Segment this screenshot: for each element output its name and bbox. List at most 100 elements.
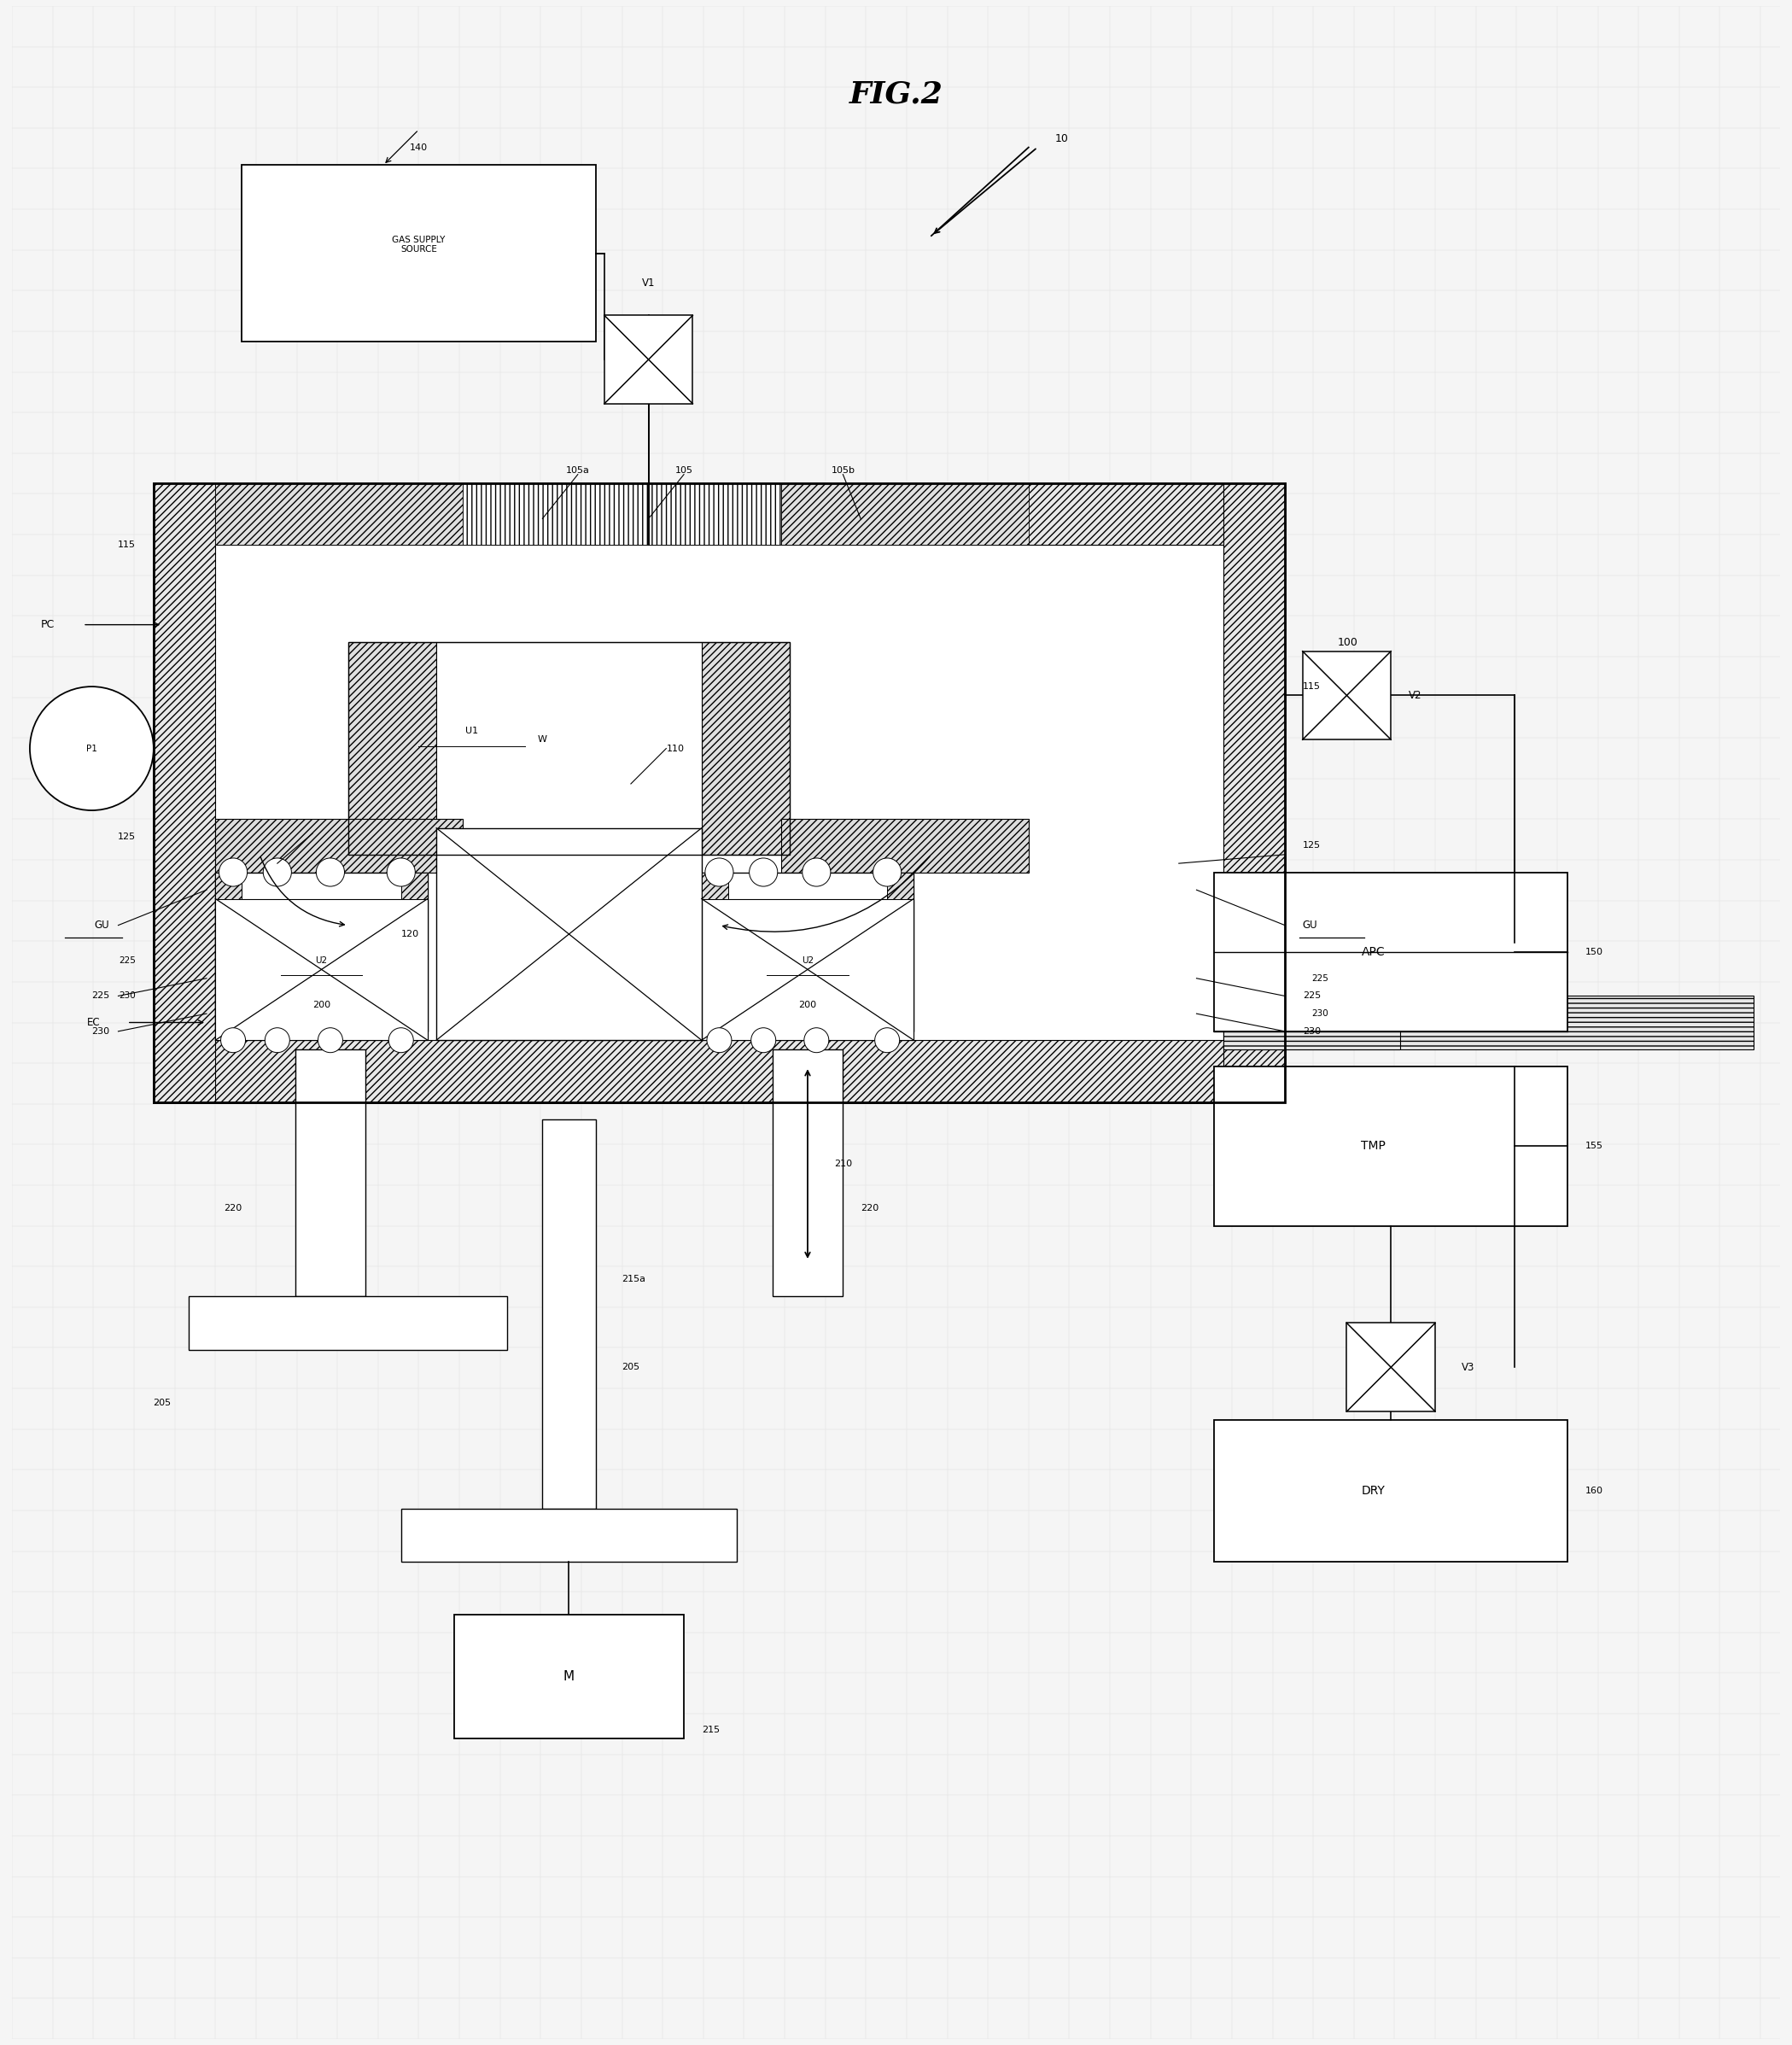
Text: 205: 205 <box>622 1362 640 1372</box>
Bar <box>604 315 694 403</box>
Text: 110: 110 <box>667 744 685 753</box>
Circle shape <box>805 1029 830 1053</box>
Text: V2: V2 <box>1409 689 1421 701</box>
Bar <box>781 820 1029 873</box>
Bar <box>437 642 701 855</box>
Circle shape <box>30 687 154 810</box>
Bar <box>154 1041 1285 1102</box>
Text: 150: 150 <box>1586 947 1604 957</box>
Text: APC: APC <box>1362 945 1385 957</box>
Text: GU: GU <box>95 920 109 930</box>
Bar <box>242 166 595 342</box>
Text: V3: V3 <box>1462 1362 1475 1372</box>
Bar <box>701 898 914 1041</box>
Bar <box>154 483 1285 546</box>
Circle shape <box>389 1029 414 1053</box>
Text: GU: GU <box>1303 920 1317 930</box>
Text: 230: 230 <box>1303 1027 1321 1035</box>
Bar <box>215 483 462 546</box>
Bar <box>437 828 701 1041</box>
Circle shape <box>874 1029 900 1053</box>
Bar <box>701 873 728 898</box>
Bar <box>401 873 428 898</box>
Circle shape <box>315 859 344 885</box>
Text: PC: PC <box>41 620 54 630</box>
Text: FIG.2: FIG.2 <box>849 80 943 108</box>
Bar <box>154 483 215 1102</box>
Bar <box>701 873 914 1031</box>
Text: 230: 230 <box>118 992 136 1000</box>
Text: 230: 230 <box>91 1027 109 1035</box>
Circle shape <box>265 1029 290 1053</box>
Text: 115: 115 <box>1303 683 1321 691</box>
Text: V1: V1 <box>642 278 656 288</box>
Bar <box>1215 1067 1568 1225</box>
Text: 10: 10 <box>1055 133 1068 143</box>
Text: 225: 225 <box>118 957 136 965</box>
Text: U2: U2 <box>801 957 814 965</box>
Bar <box>1348 1323 1435 1411</box>
Text: 225: 225 <box>1312 973 1328 982</box>
Text: 115: 115 <box>118 540 136 550</box>
Circle shape <box>317 1029 342 1053</box>
Bar <box>296 1049 366 1297</box>
Circle shape <box>706 1029 731 1053</box>
Text: EC: EC <box>88 1016 100 1029</box>
Text: 215: 215 <box>701 1726 720 1734</box>
Text: 205: 205 <box>152 1399 172 1407</box>
Text: TMP: TMP <box>1360 1141 1385 1151</box>
Text: DRY: DRY <box>1362 1485 1385 1497</box>
Bar <box>154 483 1285 1102</box>
Circle shape <box>219 859 247 885</box>
Text: 155: 155 <box>1586 1141 1604 1151</box>
Text: 100: 100 <box>1339 636 1358 648</box>
Text: U2: U2 <box>315 957 328 965</box>
Text: 140: 140 <box>410 143 428 151</box>
Text: GAS SUPPLY
SOURCE: GAS SUPPLY SOURCE <box>392 235 446 254</box>
Circle shape <box>751 1029 776 1053</box>
Bar <box>1215 873 1568 1031</box>
Circle shape <box>803 859 831 885</box>
Bar <box>348 642 790 855</box>
Bar <box>781 483 1029 546</box>
Text: 125: 125 <box>1303 840 1321 851</box>
Bar <box>188 1297 507 1350</box>
Bar <box>453 1616 685 1738</box>
Text: 225: 225 <box>91 992 109 1000</box>
Text: P1: P1 <box>86 744 97 753</box>
Bar <box>215 898 428 1041</box>
Bar <box>772 1049 842 1297</box>
Bar <box>701 898 914 1041</box>
Bar <box>215 873 428 1031</box>
Bar <box>215 898 428 1041</box>
Text: 200: 200 <box>799 1000 817 1008</box>
Text: 220: 220 <box>860 1205 878 1213</box>
Bar <box>154 483 1285 1102</box>
Text: 210: 210 <box>833 1160 853 1168</box>
Bar <box>887 873 914 898</box>
Circle shape <box>749 859 778 885</box>
Circle shape <box>387 859 416 885</box>
Bar <box>1222 996 1753 1049</box>
Bar <box>543 1121 595 1509</box>
Bar <box>1222 943 1400 1049</box>
Text: 105b: 105b <box>831 466 855 474</box>
Bar <box>215 820 462 873</box>
Bar <box>215 873 242 898</box>
Text: W: W <box>538 736 547 744</box>
Circle shape <box>873 859 901 885</box>
Circle shape <box>220 1029 246 1053</box>
Bar <box>348 642 437 855</box>
Bar <box>1303 650 1391 740</box>
Text: 105a: 105a <box>566 466 590 474</box>
Text: 105: 105 <box>676 466 694 474</box>
Text: 160: 160 <box>1586 1487 1604 1495</box>
Text: 125: 125 <box>118 832 136 840</box>
Bar <box>1215 1421 1568 1562</box>
Text: M: M <box>563 1671 575 1683</box>
Text: 220: 220 <box>224 1205 242 1213</box>
Bar <box>701 642 790 855</box>
Text: 120: 120 <box>401 930 419 939</box>
Bar <box>401 1509 737 1562</box>
Text: 225: 225 <box>1303 992 1321 1000</box>
